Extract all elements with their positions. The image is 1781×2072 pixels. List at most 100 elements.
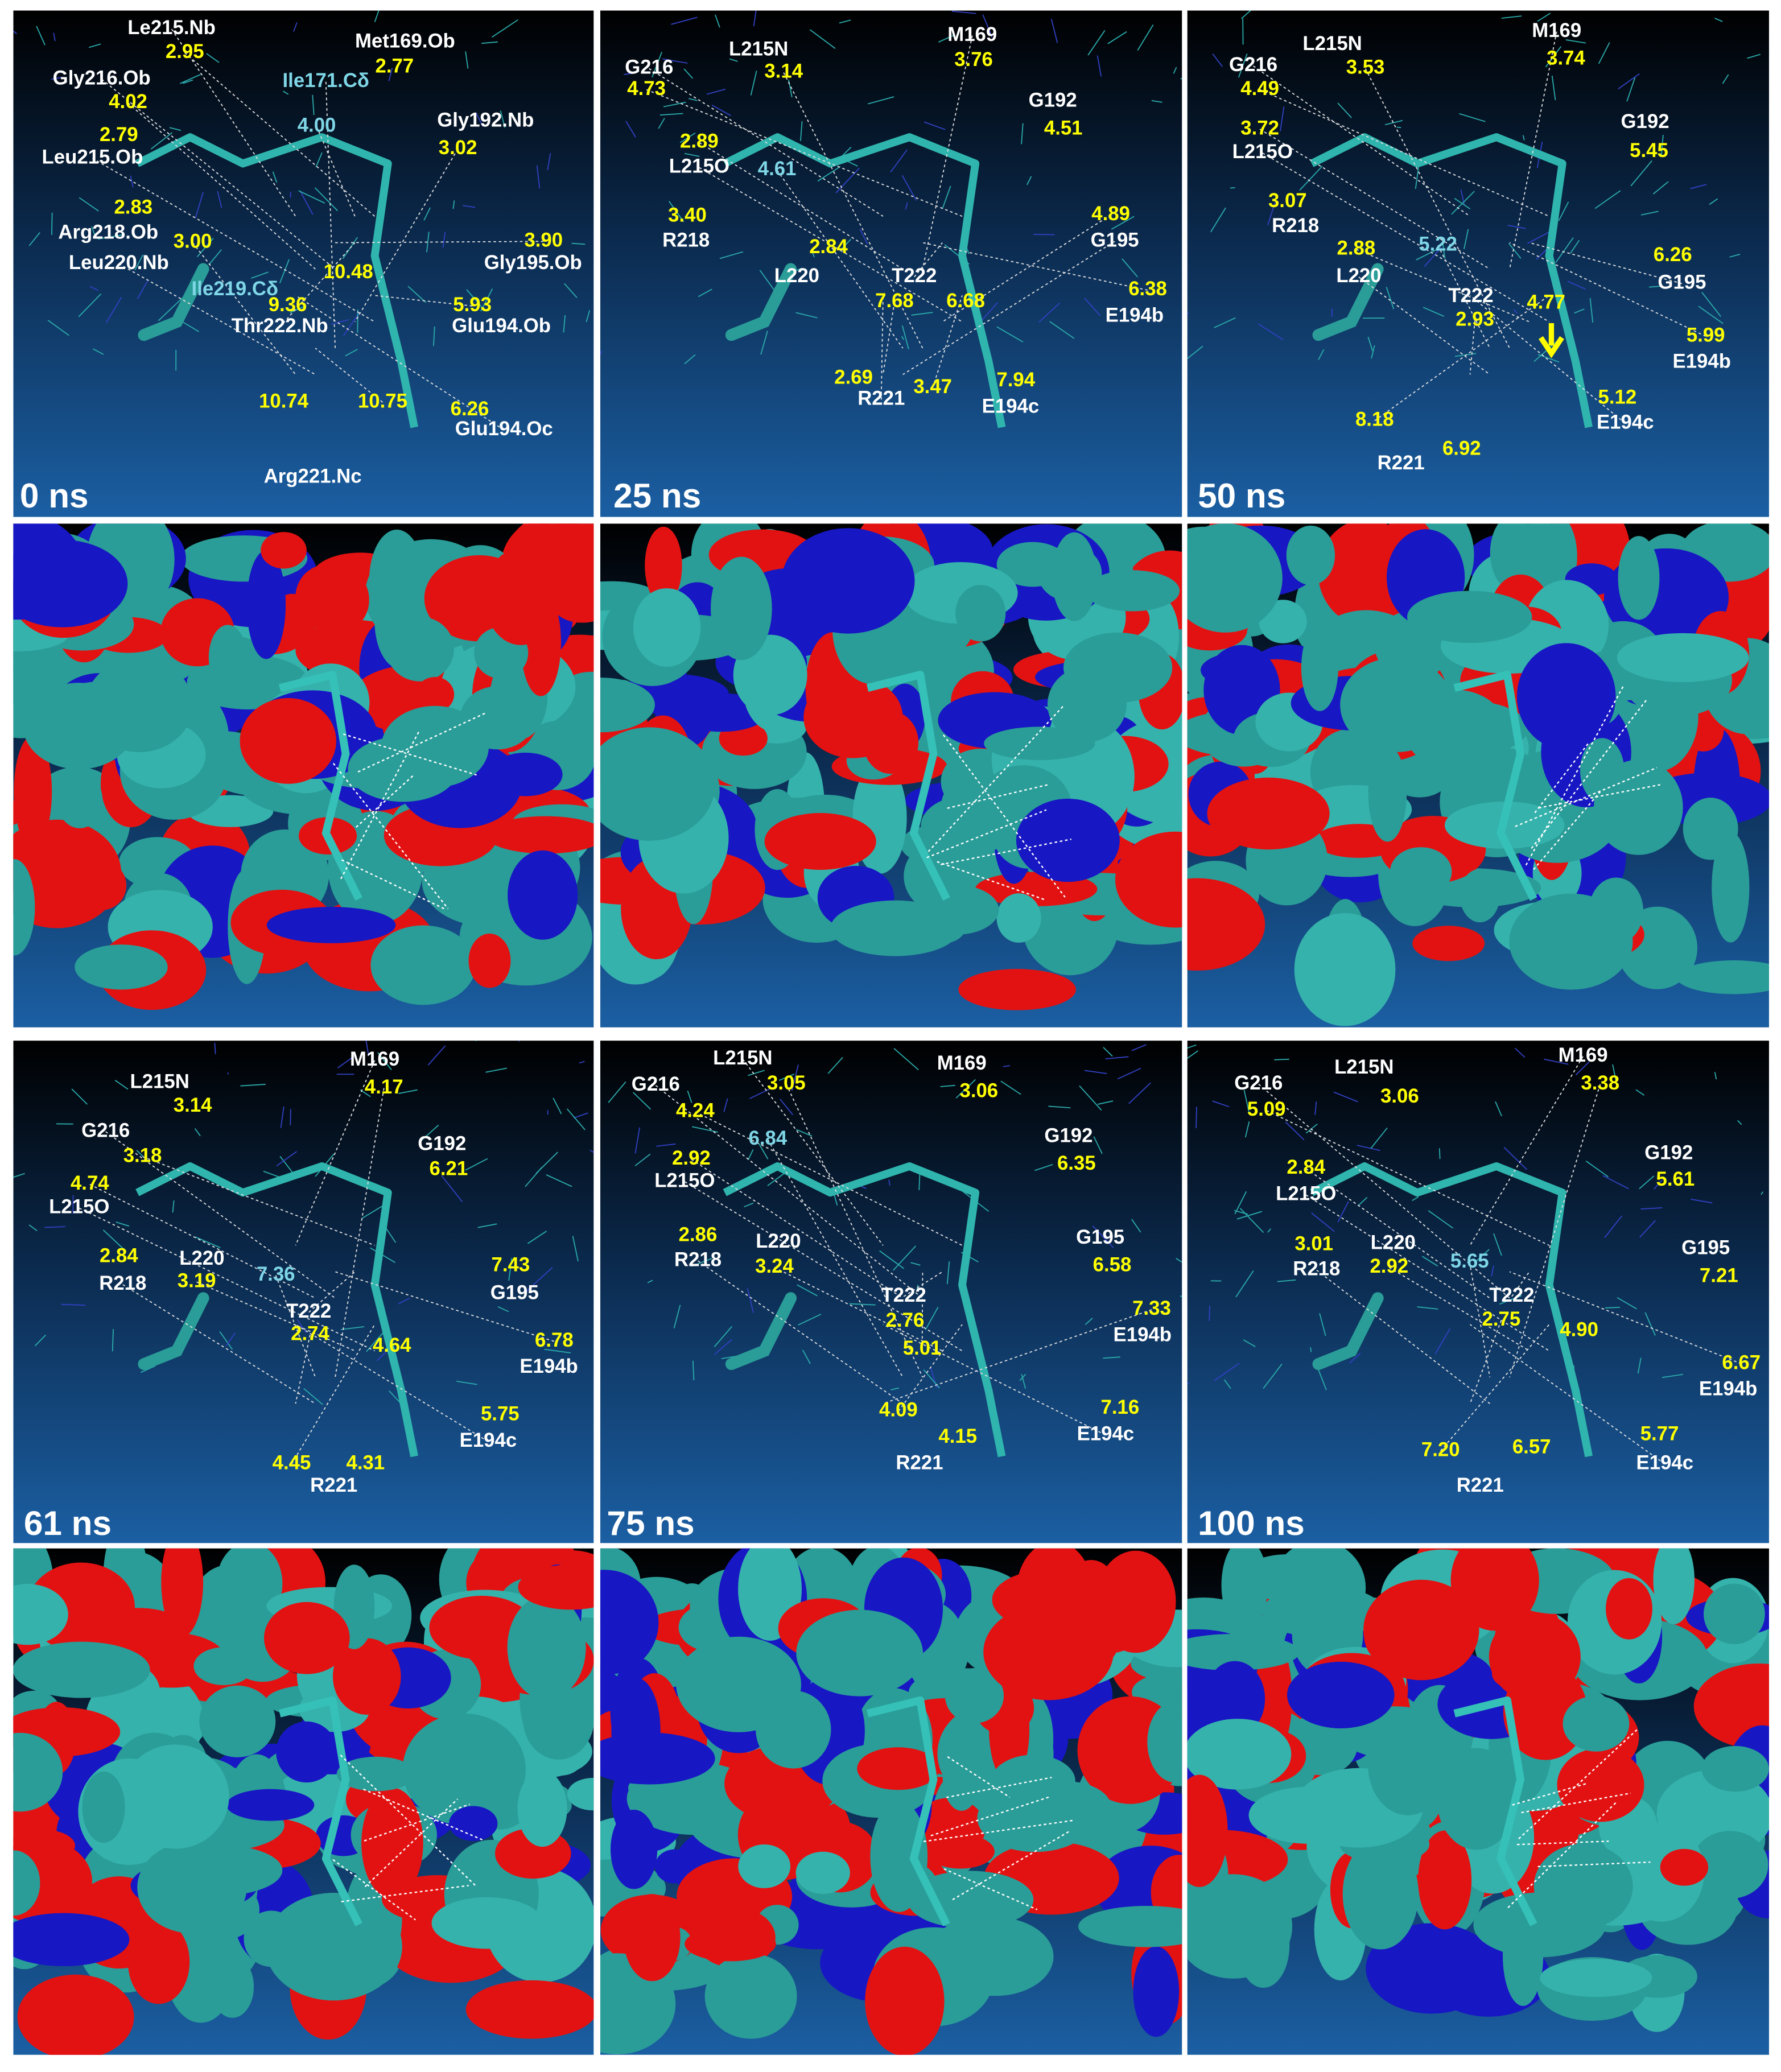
surface-blob bbox=[1460, 869, 1500, 923]
residue-label: L220 bbox=[756, 1231, 801, 1252]
residue-label: Leu215.Ob bbox=[42, 146, 143, 168]
surface-blob bbox=[1205, 1661, 1265, 1737]
distance-label: 2.86 bbox=[679, 1224, 718, 1245]
surface-blob bbox=[370, 925, 476, 1005]
distance-label: 3.53 bbox=[1346, 57, 1385, 79]
contact-line bbox=[1534, 742, 1589, 814]
wire bbox=[662, 58, 688, 64]
wire bbox=[1722, 74, 1729, 84]
residue-label: R221 bbox=[1378, 452, 1425, 474]
wire bbox=[475, 112, 484, 127]
surface-blob bbox=[226, 1789, 315, 1821]
distance-label: 2.92 bbox=[1370, 1256, 1408, 1277]
surface-blob bbox=[468, 934, 511, 988]
wire bbox=[1337, 1201, 1349, 1223]
wire bbox=[1639, 1220, 1656, 1238]
wire bbox=[1151, 100, 1162, 103]
distance-label: 2.84 bbox=[1287, 1157, 1325, 1178]
residue-label: T222 bbox=[1448, 285, 1493, 307]
wire bbox=[196, 238, 214, 258]
distance-label: 2.74 bbox=[291, 1323, 329, 1344]
wire bbox=[206, 53, 220, 63]
panel-bg bbox=[13, 10, 594, 517]
wire bbox=[938, 35, 954, 43]
distance-label: 3.19 bbox=[178, 1270, 216, 1292]
distance-label: 4.24 bbox=[676, 1100, 715, 1121]
distance-line bbox=[291, 1324, 376, 1464]
surface-blob bbox=[611, 1809, 658, 1889]
wire bbox=[1499, 1295, 1522, 1305]
surface-blob bbox=[1287, 1661, 1395, 1728]
wire bbox=[1662, 1373, 1683, 1378]
wire bbox=[689, 98, 698, 101]
wire bbox=[1239, 1208, 1264, 1233]
wire bbox=[1714, 18, 1723, 22]
wire bbox=[97, 234, 123, 240]
wire bbox=[114, 1080, 129, 1090]
surface-blob bbox=[1085, 570, 1180, 612]
wire bbox=[996, 326, 1024, 342]
surface-blob bbox=[246, 550, 286, 659]
distance-line bbox=[295, 295, 505, 431]
wire bbox=[1747, 53, 1761, 59]
distance-label: 4.02 bbox=[109, 91, 147, 113]
wire bbox=[1501, 15, 1522, 19]
wire bbox=[719, 251, 744, 259]
wire bbox=[901, 325, 909, 349]
surface-blob bbox=[676, 1636, 801, 1732]
surface-blob bbox=[507, 1595, 586, 1700]
surface-blob bbox=[870, 1801, 928, 1912]
wire bbox=[491, 19, 518, 38]
surface-blob bbox=[1660, 1848, 1709, 1886]
wire bbox=[481, 41, 498, 44]
wire bbox=[28, 1224, 38, 1232]
wire bbox=[893, 1048, 919, 1071]
distance-label: 5.12 bbox=[1598, 386, 1637, 408]
ligand-stick bbox=[135, 1162, 418, 1458]
wire bbox=[1274, 1058, 1289, 1060]
wire bbox=[195, 1236, 221, 1248]
residue-label: T222 bbox=[286, 1301, 331, 1322]
distance-line bbox=[684, 1181, 963, 1352]
surface-blob bbox=[386, 617, 454, 682]
distance-label: 3.06 bbox=[1380, 1085, 1419, 1107]
wire bbox=[839, 19, 851, 24]
surface-panel bbox=[600, 523, 1182, 1027]
wire bbox=[1235, 1270, 1254, 1298]
wire bbox=[1567, 280, 1586, 290]
wire bbox=[1050, 19, 1058, 43]
wire bbox=[1173, 67, 1177, 74]
wire bbox=[647, 1279, 653, 1283]
wire bbox=[388, 68, 393, 81]
distance-label: 6.68 bbox=[946, 290, 985, 312]
distance-label: 3.00 bbox=[174, 231, 212, 253]
wire bbox=[791, 1064, 799, 1091]
contact-line bbox=[946, 1777, 1052, 1798]
wire bbox=[729, 58, 738, 62]
wire bbox=[1128, 1082, 1151, 1104]
surface-blob bbox=[1367, 1713, 1448, 1815]
wire bbox=[1337, 102, 1352, 118]
panel-bg bbox=[600, 1041, 1182, 1543]
wire bbox=[312, 94, 315, 115]
time-label: 0 ns bbox=[20, 476, 89, 515]
wire bbox=[1428, 1210, 1454, 1229]
wire bbox=[1238, 53, 1248, 78]
distance-line bbox=[1437, 245, 1491, 349]
surface-blob bbox=[216, 1548, 283, 1625]
wire bbox=[656, 1143, 676, 1147]
wire bbox=[1087, 30, 1106, 56]
surface-blob bbox=[85, 658, 193, 753]
wire bbox=[276, 1151, 297, 1167]
wire bbox=[546, 1174, 572, 1187]
wire bbox=[1602, 1175, 1629, 1190]
surface-blob bbox=[295, 564, 357, 630]
residue-label: L220 bbox=[1371, 1232, 1416, 1253]
wire bbox=[423, 207, 431, 221]
wire bbox=[778, 1074, 795, 1081]
distance-label: 3.06 bbox=[959, 1080, 998, 1102]
wire bbox=[1214, 1363, 1240, 1381]
contact-line bbox=[1518, 1729, 1638, 1840]
surface-blob bbox=[1052, 532, 1097, 621]
surface-blob bbox=[1207, 777, 1330, 850]
